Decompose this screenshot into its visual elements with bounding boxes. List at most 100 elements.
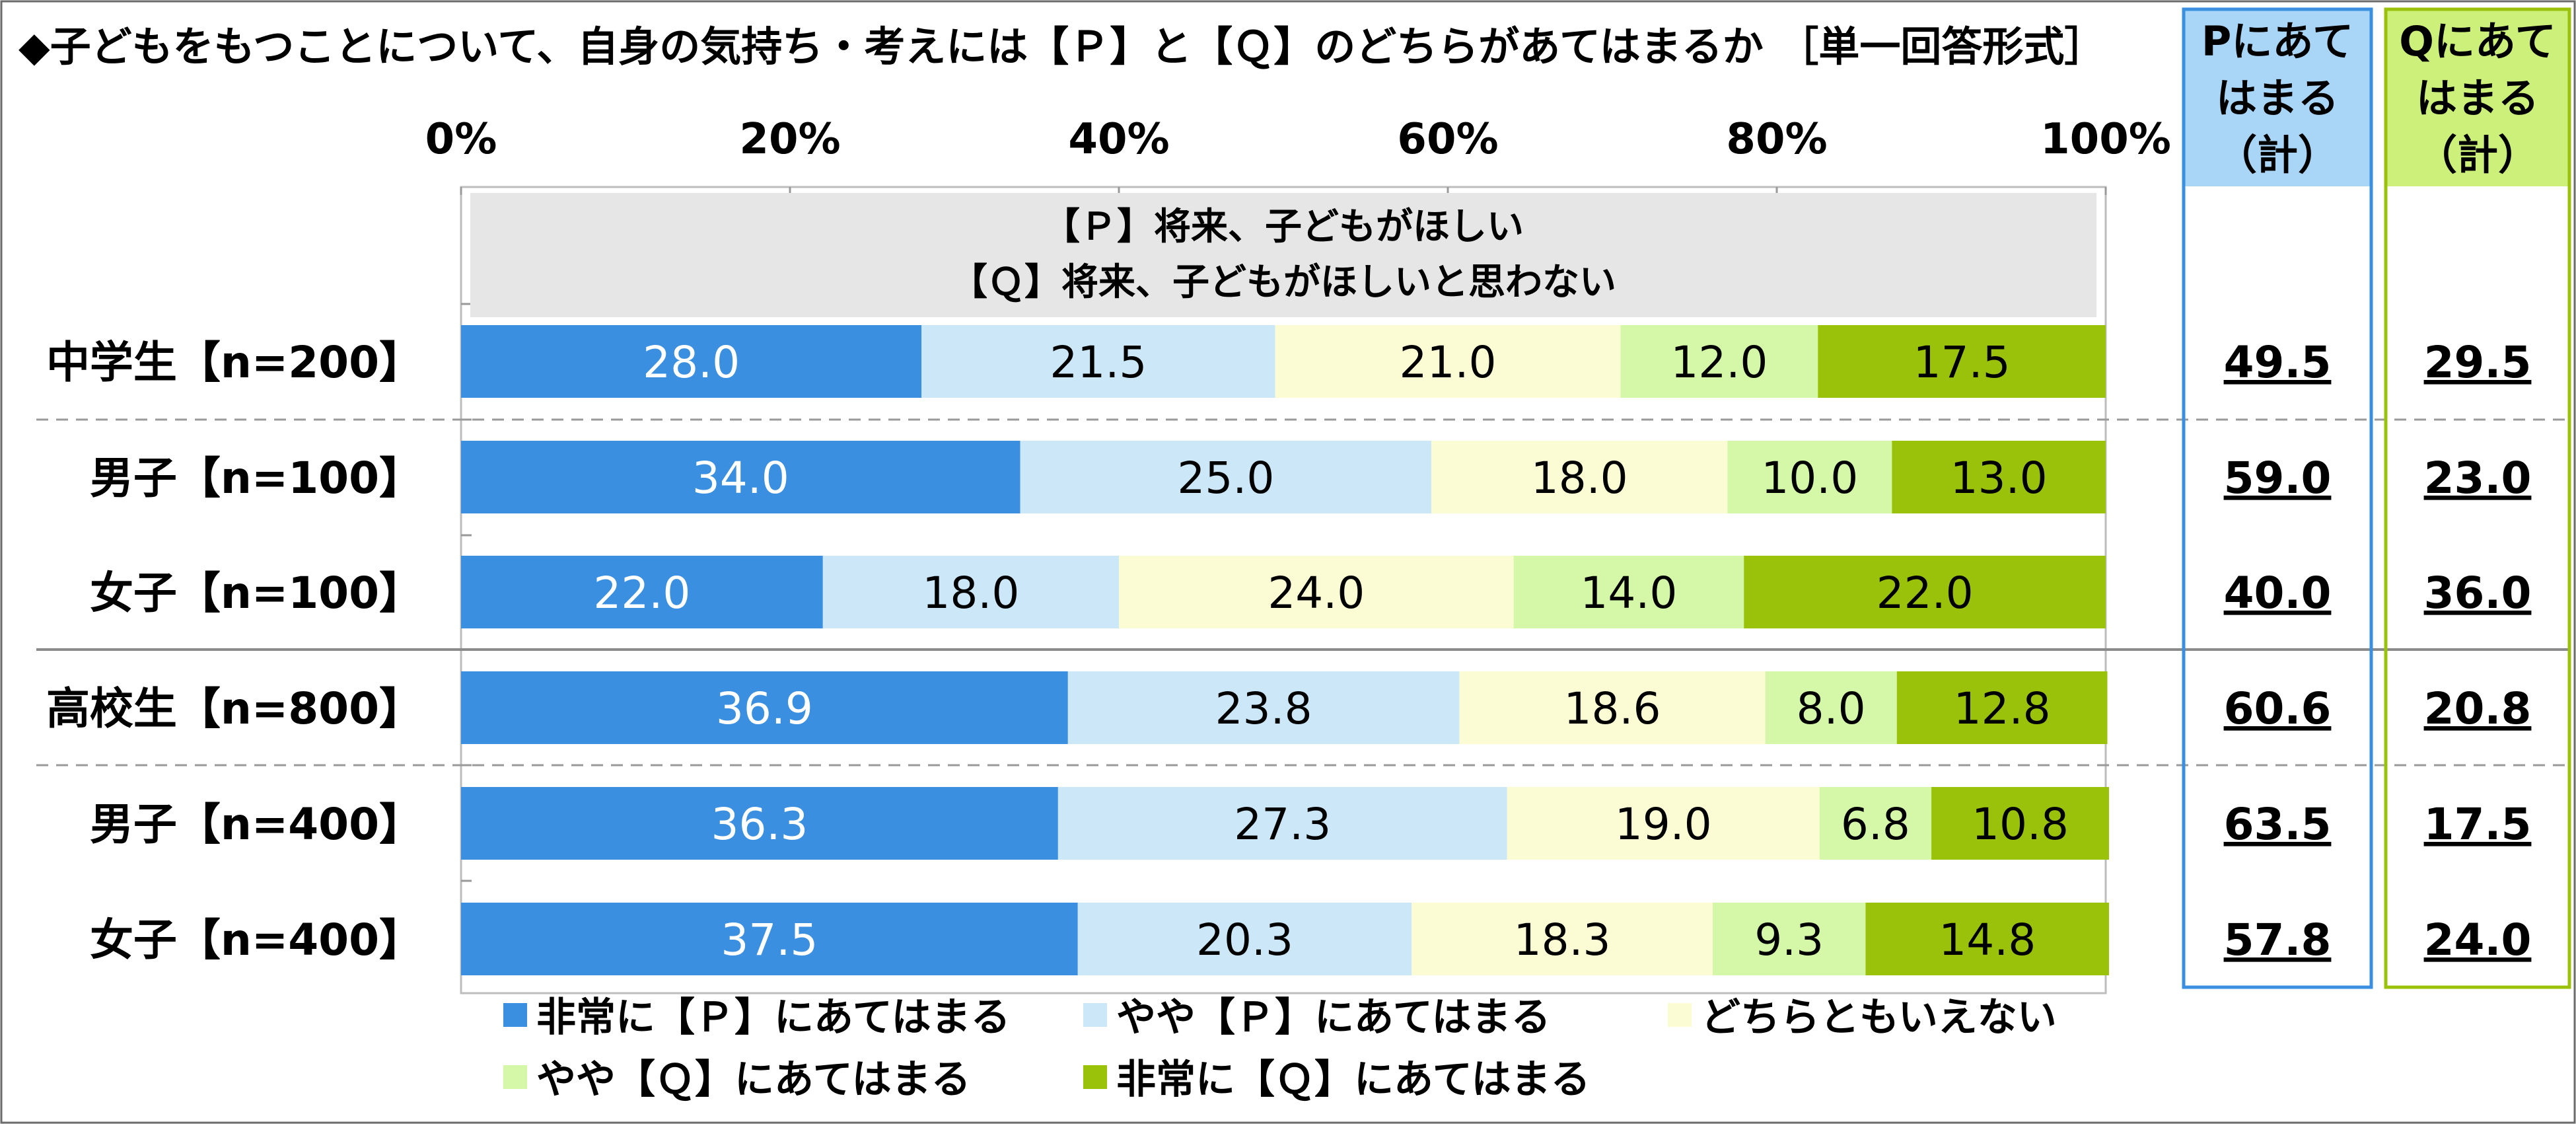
bar-value-label: 28.0 — [643, 337, 740, 388]
bar-value-label: 19.0 — [1615, 799, 1712, 850]
total-value: 29.5 — [2424, 337, 2532, 388]
legend-label: どちらともいえない — [1701, 994, 2057, 1041]
total-value: 20.8 — [2424, 683, 2532, 734]
total-value: 57.8 — [2224, 915, 2332, 965]
bar-value-label: 24.0 — [1268, 568, 1365, 618]
bar-value-label: 18.3 — [1514, 915, 1611, 965]
bar-segment — [461, 671, 1068, 744]
bar-value-label: 34.0 — [692, 453, 789, 504]
total-header-text: （計） — [2416, 131, 2539, 179]
bar-segment — [1896, 671, 2108, 744]
bar-segment — [1931, 787, 2109, 860]
bar-value-label: 18.0 — [922, 568, 1019, 618]
bar-segment — [1412, 903, 1713, 975]
bar-segment — [1077, 903, 1412, 975]
bar-segment — [1727, 441, 1892, 513]
bar-segment — [1459, 671, 1766, 744]
bar-segment — [1744, 556, 2106, 628]
total-value: 59.0 — [2224, 453, 2332, 504]
bar-value-label: 27.3 — [1234, 799, 1331, 850]
bar-value-label: 20.3 — [1196, 915, 1293, 965]
bar-value-label: 10.8 — [1972, 799, 2069, 850]
total-header-fill — [2386, 9, 2569, 186]
category-label: 女子【n=400】 — [90, 915, 423, 965]
total-value: 49.5 — [2224, 337, 2332, 388]
category-label: 男子【n=400】 — [90, 799, 423, 850]
total-header-text: Qにあて — [2399, 17, 2556, 65]
bar-value-label: 14.0 — [1580, 568, 1677, 618]
bar-segment — [1513, 556, 1744, 628]
bar-value-label: 9.3 — [1754, 915, 1824, 965]
total-value: 40.0 — [2224, 568, 2332, 618]
x-tick-label: 40% — [1068, 115, 1169, 164]
total-column-frame — [2182, 7, 2373, 989]
bar-segment — [461, 325, 922, 398]
legend-swatch — [1083, 1065, 1107, 1089]
category-label: 女子【n=100】 — [90, 568, 423, 618]
x-tick-label: 20% — [739, 115, 840, 164]
bar-segment — [1057, 787, 1507, 860]
bar-segment — [1020, 441, 1432, 513]
bar-segment — [1620, 325, 1818, 398]
bar-segment — [1275, 325, 1621, 398]
bar-segment — [921, 325, 1275, 398]
bar-value-label: 18.0 — [1531, 453, 1628, 504]
bar-value-label: 21.0 — [1400, 337, 1497, 388]
x-tick-label: 60% — [1397, 115, 1498, 164]
bar-value-label: 22.0 — [1877, 568, 1974, 618]
bar-segment — [461, 787, 1058, 860]
total-value: 23.0 — [2424, 453, 2532, 504]
bar-value-label: 12.0 — [1670, 337, 1768, 388]
bar-value-label: 22.0 — [593, 568, 690, 618]
total-header-text: はまる — [2216, 74, 2339, 122]
bar-segment — [1507, 787, 1820, 860]
total-value: 24.0 — [2424, 915, 2532, 965]
category-label: 男子【n=100】 — [90, 453, 423, 504]
bar-segment — [1818, 325, 2106, 398]
legend-label: やや【Ｐ】にあてはまる — [1116, 994, 1551, 1041]
total-header-fill — [2184, 9, 2371, 186]
legend-swatch — [503, 1065, 527, 1089]
bar-value-label: 17.5 — [1914, 337, 2011, 388]
total-value: 36.0 — [2424, 568, 2532, 618]
bar-value-label: 14.8 — [1939, 915, 2036, 965]
total-value: 60.6 — [2224, 683, 2332, 734]
category-label: 中学生【n=200】 — [46, 337, 423, 388]
legend-swatch — [1083, 1003, 1107, 1027]
total-value: 63.5 — [2224, 799, 2332, 850]
bar-segment — [1892, 441, 2106, 513]
bar-segment — [461, 556, 823, 628]
bar-value-label: 25.0 — [1177, 453, 1274, 504]
note-line: 【Ｐ】将来、子どもがほしい — [1043, 206, 1524, 248]
bar-segment — [461, 441, 1020, 513]
total-value: 17.5 — [2424, 799, 2532, 850]
bar-value-label: 13.0 — [1950, 453, 2048, 504]
x-tick-label: 80% — [1726, 115, 1827, 164]
legend-label: 非常に【Ｐ】にあてはまる — [536, 994, 1011, 1041]
bar-segment — [1067, 671, 1460, 744]
total-column-frame — [2384, 7, 2571, 989]
bar-segment — [1431, 441, 1728, 513]
note-box — [470, 193, 2096, 317]
bar-segment — [1765, 671, 1897, 744]
bar-value-label: 36.3 — [711, 799, 808, 850]
bar-value-label: 18.6 — [1564, 683, 1661, 734]
bar-value-label: 12.8 — [1954, 683, 2051, 734]
category-label: 高校生【n=800】 — [46, 683, 423, 734]
total-header-text: はまる — [2416, 74, 2539, 122]
legend-swatch — [503, 1003, 527, 1027]
bar-value-label: 23.8 — [1215, 683, 1312, 734]
note-line: 【Ｑ】将来、子どもがほしいと思わない — [950, 261, 1616, 304]
bar-segment — [1865, 903, 2109, 975]
bar-segment — [461, 903, 1078, 975]
x-tick-label: 0% — [425, 115, 497, 164]
legend-label: やや【Ｑ】にあてはまる — [536, 1057, 971, 1103]
bar-value-label: 6.8 — [1841, 799, 1910, 850]
total-header-text: （計） — [2216, 131, 2339, 179]
bar-segment — [1119, 556, 1514, 628]
legend-label: 非常に【Ｑ】にあてはまる — [1116, 1057, 1591, 1103]
bar-value-label: 37.5 — [721, 915, 818, 965]
bar-value-label: 36.9 — [716, 683, 813, 734]
